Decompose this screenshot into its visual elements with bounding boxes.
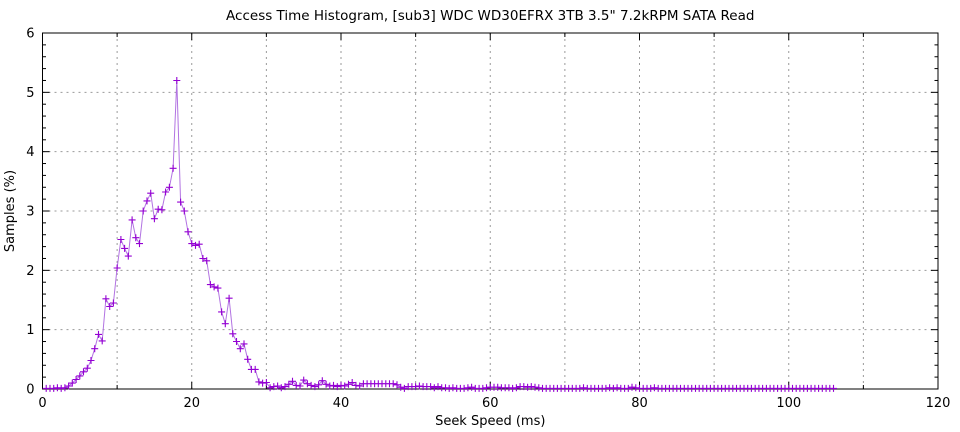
y-axis-tick-labels: 0 1 2 3 4 5 6 <box>26 27 34 398</box>
series-plus-markers <box>42 77 837 392</box>
x-tick-label: 0 <box>38 396 46 411</box>
y-tick-label: 2 <box>26 264 34 279</box>
series-line <box>46 80 834 389</box>
y-tick-label: 6 <box>26 27 34 42</box>
x-axis-label: Seek Speed (ms) <box>435 414 545 429</box>
chart-title: Access Time Histogram, [sub3] WDC WD30EF… <box>226 8 754 24</box>
x-tick-label: 20 <box>183 396 200 411</box>
y-tick-label: 3 <box>26 205 34 220</box>
y-tick-label: 4 <box>26 145 34 160</box>
y-axis-label: Samples (%) <box>3 170 18 252</box>
y-tick-label: 1 <box>26 323 34 338</box>
x-tick-label: 60 <box>482 396 499 411</box>
x-tick-label: 40 <box>333 396 350 411</box>
y-tick-label: 0 <box>26 383 34 398</box>
x-tick-label: 100 <box>776 396 801 411</box>
x-tick-label: 80 <box>631 396 648 411</box>
x-tick-label: 120 <box>926 396 951 411</box>
x-axis-tick-labels: 0 20 40 60 80 100 120 <box>38 396 950 411</box>
y-tick-label: 5 <box>26 86 34 101</box>
